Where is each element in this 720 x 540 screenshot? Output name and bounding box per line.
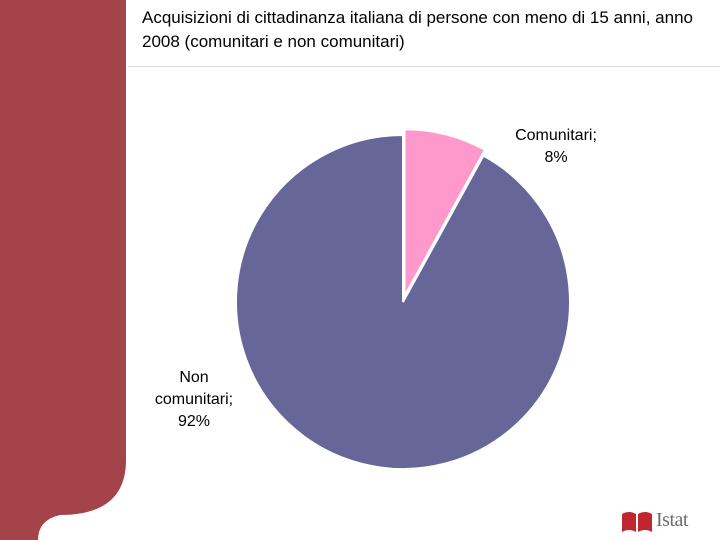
- pie-slice-non-comunitari: [235, 133, 571, 470]
- chart-title: Acquisizioni di cittadinanza italiana di…: [142, 8, 693, 51]
- pie-slice-comunitari: [403, 128, 487, 297]
- istat-logo-text: Istat: [656, 509, 688, 531]
- slice-label-non-comunitari: Non comunitari; 92%: [155, 369, 233, 430]
- sidebar-shape: [0, 0, 126, 540]
- title-divider: [128, 66, 720, 67]
- slice-label-comunitari: Comunitari; 8%: [515, 127, 597, 166]
- istat-book-icon: [622, 512, 652, 532]
- istat-logo: [620, 508, 712, 534]
